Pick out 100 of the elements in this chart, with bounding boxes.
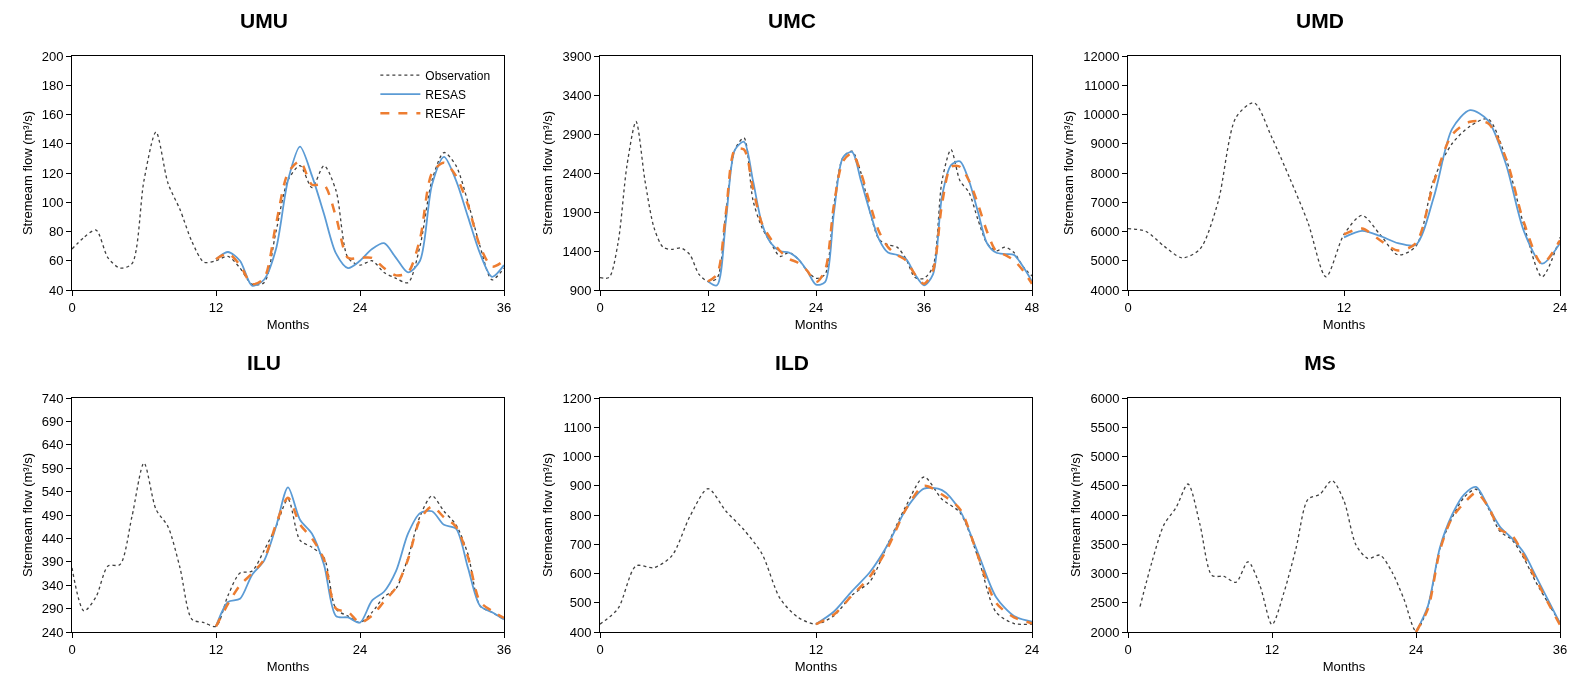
y-tick-label: 5000 — [1090, 449, 1120, 465]
y-tick-label: 4000 — [1090, 282, 1120, 298]
x-tick-label: 12 — [208, 641, 224, 657]
y-tick-label: 3000 — [1090, 566, 1120, 582]
x-tick-label: 0 — [68, 641, 76, 657]
x-tick-label: 12 — [208, 299, 224, 315]
x-axis-title: Months — [266, 317, 310, 333]
y-tick-label: 590 — [41, 460, 64, 476]
y-tick-label: 80 — [48, 224, 64, 240]
y-axis-title: Stremeam flow (m³/s) — [1068, 452, 1084, 578]
y-axis-title: Stremeam flow (m³/s) — [19, 452, 35, 578]
y-tick-label: 440 — [41, 530, 64, 546]
y-tick-label: 6000 — [1090, 224, 1120, 240]
x-tick-label: 0 — [1124, 299, 1132, 315]
x-axis-title: Months — [1322, 317, 1366, 333]
y-axis-title: Stremeam flow (m³/s) — [19, 110, 35, 236]
y-tick-label: 340 — [41, 577, 64, 593]
chart-title: UMU — [240, 9, 288, 33]
y-tick-label: 3500 — [1090, 536, 1120, 552]
y-tick-label: 400 — [569, 624, 592, 640]
y-tick-label: 10000 — [1083, 107, 1120, 123]
y-tick-label: 11000 — [1084, 77, 1120, 93]
y-tick-label: 600 — [569, 566, 592, 582]
y-tick-label: 290 — [41, 601, 64, 617]
x-tick-label: 0 — [1124, 641, 1132, 657]
y-tick-label: 180 — [41, 77, 64, 93]
y-tick-label: 540 — [41, 484, 64, 500]
chart-title: UMC — [768, 9, 816, 33]
y-tick-label: 8000 — [1090, 165, 1120, 181]
x-axis-title: Months — [1322, 659, 1366, 675]
chart-title: MS — [1304, 351, 1336, 375]
x-tick-label: 0 — [596, 641, 604, 657]
legend-label: RESAS — [425, 87, 467, 102]
x-tick-label: 36 — [1552, 641, 1568, 657]
line-series — [600, 120, 1032, 283]
y-tick-label: 60 — [48, 253, 64, 269]
y-tick-label: 500 — [569, 595, 592, 611]
y-tick-label: 2000 — [1090, 624, 1120, 640]
line-series — [1128, 102, 1560, 278]
y-tick-label: 390 — [41, 554, 64, 570]
y-tick-label: 4500 — [1090, 478, 1120, 494]
legend-label: Observation — [425, 68, 491, 83]
x-tick-label: 36 — [496, 299, 512, 315]
y-tick-label: 3900 — [562, 48, 592, 64]
y-tick-label: 2500 — [1090, 595, 1120, 611]
x-tick-label: 12 — [1264, 641, 1280, 657]
y-tick-label: 12000 — [1083, 48, 1120, 64]
x-tick-label: 24 — [352, 641, 368, 657]
y-tick-label: 740 — [41, 390, 64, 406]
x-tick-label: 0 — [596, 299, 604, 315]
y-tick-label: 1900 — [562, 204, 592, 220]
y-tick-label: 490 — [41, 507, 64, 523]
y-tick-label: 120 — [41, 165, 64, 181]
x-tick-label: 24 — [352, 299, 368, 315]
y-axis-title: Stremeam flow (m³/s) — [540, 110, 556, 236]
x-tick-label: 0 — [68, 299, 76, 315]
y-tick-label: 690 — [41, 413, 64, 429]
y-tick-label: 640 — [41, 437, 64, 453]
y-tick-label: 200 — [41, 48, 64, 64]
y-tick-label: 6000 — [1090, 390, 1120, 406]
y-axis-title: Stremeam flow (m³/s) — [1061, 110, 1077, 236]
y-axis-title: Stremeam flow (m³/s) — [540, 452, 556, 578]
x-axis-title: Months — [794, 659, 838, 675]
x-tick-label: 12 — [700, 299, 716, 315]
y-tick-label: 9000 — [1090, 136, 1120, 152]
chart-title: UMD — [1296, 9, 1344, 33]
x-axis-title: Months — [794, 317, 838, 333]
y-tick-label: 2400 — [562, 165, 592, 181]
y-tick-label: 900 — [569, 478, 592, 494]
x-tick-label: 24 — [1408, 641, 1424, 657]
y-tick-label: 3400 — [562, 87, 592, 103]
line-series — [600, 476, 1032, 626]
x-tick-label: 36 — [496, 641, 512, 657]
x-tick-label: 36 — [916, 299, 932, 315]
y-tick-label: 1200 — [562, 390, 592, 406]
x-tick-label: 24 — [1552, 299, 1568, 315]
y-tick-label: 240 — [41, 624, 64, 640]
y-tick-label: 140 — [41, 136, 64, 152]
legend-label: RESAF — [425, 106, 466, 121]
y-tick-label: 7000 — [1090, 194, 1120, 210]
x-tick-label: 12 — [1336, 299, 1352, 315]
x-tick-label: 48 — [1024, 299, 1040, 315]
y-tick-label: 160 — [41, 107, 64, 123]
y-tick-label: 2900 — [562, 126, 592, 142]
chart-title: ILD — [775, 351, 809, 375]
y-tick-label: 5000 — [1090, 253, 1120, 269]
y-tick-label: 4000 — [1090, 507, 1120, 523]
y-tick-label: 900 — [569, 282, 592, 298]
y-tick-label: 1400 — [562, 243, 592, 259]
y-tick-label: 800 — [569, 507, 592, 523]
y-tick-label: 700 — [569, 536, 592, 552]
chart-title: ILU — [247, 351, 281, 375]
y-tick-label: 5500 — [1090, 419, 1120, 435]
x-tick-label: 12 — [808, 641, 824, 657]
x-tick-label: 24 — [1024, 641, 1040, 657]
y-tick-label: 100 — [41, 194, 64, 210]
x-axis-title: Months — [266, 659, 310, 675]
y-tick-label: 1100 — [563, 419, 592, 435]
y-tick-label: 40 — [48, 282, 64, 298]
line-series — [72, 131, 504, 286]
